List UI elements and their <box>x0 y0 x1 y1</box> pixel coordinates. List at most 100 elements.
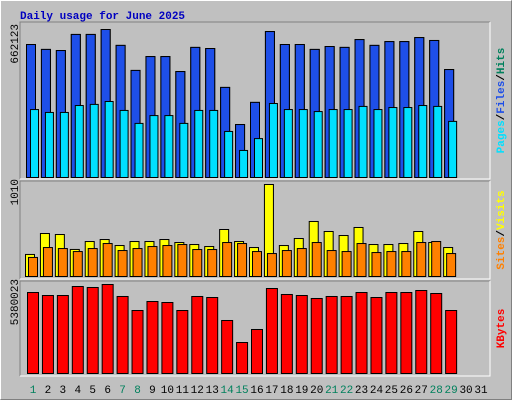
bar <box>87 248 98 277</box>
bar <box>448 120 458 178</box>
bar <box>28 256 38 277</box>
bar <box>42 247 53 277</box>
panel-frame-dark <box>19 21 490 179</box>
legend: KBytes <box>496 309 508 349</box>
bar <box>355 292 368 375</box>
legend-separator: / <box>496 230 508 237</box>
bar <box>102 243 113 277</box>
bar <box>236 341 249 375</box>
bar <box>239 149 249 178</box>
bar <box>117 250 128 277</box>
legend-entry: Sites <box>496 237 508 270</box>
bar <box>388 107 398 178</box>
legend-entry: Hits <box>496 48 508 74</box>
bar <box>298 109 308 178</box>
bar <box>373 109 383 178</box>
x-tick-label: 25 <box>385 385 398 397</box>
bar <box>179 122 189 178</box>
bar <box>340 295 353 375</box>
bar <box>252 251 262 277</box>
bar <box>119 109 129 178</box>
x-tick-label: 27 <box>415 385 428 397</box>
bar <box>149 115 159 179</box>
panel-frame-light <box>20 22 491 180</box>
bar <box>431 241 442 278</box>
bar <box>194 109 204 178</box>
bar <box>313 111 323 178</box>
bar <box>415 290 428 374</box>
x-tick-label: 21 <box>325 385 339 397</box>
bar <box>147 246 158 277</box>
x-tick-label: 6 <box>104 385 111 397</box>
bar <box>418 105 428 178</box>
bar <box>41 295 54 374</box>
bar <box>222 242 233 277</box>
bar <box>296 248 307 277</box>
bar <box>341 251 352 277</box>
bar <box>416 242 427 277</box>
x-tick-label: 20 <box>310 385 323 397</box>
bar <box>132 248 143 277</box>
bar <box>358 105 368 178</box>
x-tick-label: 19 <box>295 385 308 397</box>
bar <box>371 252 382 277</box>
legend: Pages/Files/Hits <box>496 48 508 154</box>
bar <box>134 122 144 178</box>
bar <box>386 251 397 277</box>
bar <box>326 250 337 277</box>
x-tick-label: 3 <box>60 385 67 397</box>
bar <box>445 310 458 374</box>
bar <box>295 295 308 374</box>
bar <box>254 138 263 178</box>
x-tick-label: 4 <box>74 385 81 397</box>
bar <box>131 310 144 374</box>
bar <box>74 105 84 178</box>
legend-entry: Visits <box>496 190 508 230</box>
x-tick-label: 2 <box>45 385 52 397</box>
x-tick-label: 8 <box>134 385 141 397</box>
bar <box>207 249 218 278</box>
bar <box>176 310 189 374</box>
bar <box>164 115 174 179</box>
bar <box>385 292 398 375</box>
bar <box>281 250 292 277</box>
bar <box>101 284 114 374</box>
x-tick-label: 10 <box>161 385 174 397</box>
x-tick-label: 1 <box>30 385 37 397</box>
bar <box>237 243 248 277</box>
bar <box>72 251 83 277</box>
bar <box>430 292 443 375</box>
bar <box>192 249 203 278</box>
legend-entry: KBytes <box>496 309 508 349</box>
x-tick-label: 26 <box>400 385 413 397</box>
bar <box>268 103 278 178</box>
x-tick-label: 12 <box>191 385 204 397</box>
legend-entry: Files <box>496 81 508 114</box>
x-tick-label: 11 <box>176 385 190 397</box>
bar <box>343 109 353 178</box>
legend-separator: / <box>496 74 508 81</box>
bar <box>162 245 173 278</box>
legend-entry: Pages <box>496 120 508 153</box>
bar <box>370 297 383 374</box>
bar <box>206 297 219 374</box>
x-tick-label: 18 <box>280 385 293 397</box>
bar <box>400 292 413 375</box>
x-tick-label: 17 <box>265 385 278 397</box>
x-tick-label: 30 <box>459 385 472 397</box>
x-tick-label: 23 <box>355 385 368 397</box>
bar <box>71 286 84 374</box>
x-tick-label: 28 <box>430 385 443 397</box>
bar <box>283 109 293 178</box>
x-tick-label: 16 <box>250 385 263 397</box>
y-tick-label: 1010 <box>10 179 22 205</box>
bar <box>266 253 277 278</box>
bar <box>161 301 174 374</box>
bar <box>146 301 159 374</box>
bar <box>44 111 54 178</box>
bar <box>30 109 39 178</box>
bar <box>325 295 338 375</box>
x-tick-label: 9 <box>149 385 156 397</box>
bar <box>311 242 322 277</box>
